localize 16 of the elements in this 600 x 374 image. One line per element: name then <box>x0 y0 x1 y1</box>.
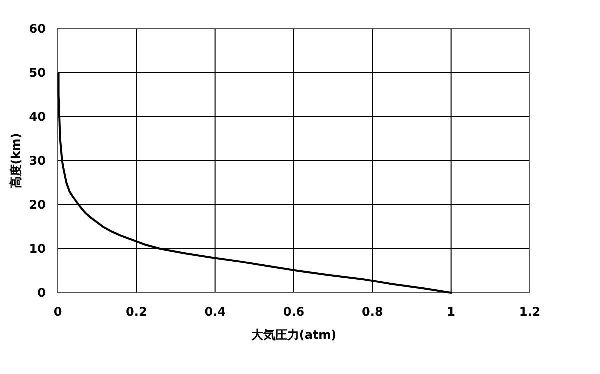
y-tick-label: 10 <box>29 242 46 256</box>
x-tick-label: 1 <box>447 305 456 319</box>
y-tick-label: 50 <box>29 66 46 80</box>
x-tick-label: 0.8 <box>362 305 384 319</box>
x-tick-label: 0.4 <box>204 305 226 319</box>
y-tick-label: 20 <box>29 198 46 212</box>
y-tick-label: 60 <box>29 22 46 36</box>
x-tick-label: 0.6 <box>283 305 305 319</box>
y-tick-label: 30 <box>29 154 46 168</box>
x-tick-label: 0 <box>54 305 62 319</box>
x-tick-label: 0.2 <box>126 305 148 319</box>
x-tick-label: 1.2 <box>519 305 541 319</box>
y-axis-title: 高度(km) <box>9 133 23 189</box>
y-tick-label: 0 <box>38 286 46 300</box>
x-axis-title: 大気圧力(atm) <box>251 328 337 342</box>
y-tick-label: 40 <box>29 110 46 124</box>
